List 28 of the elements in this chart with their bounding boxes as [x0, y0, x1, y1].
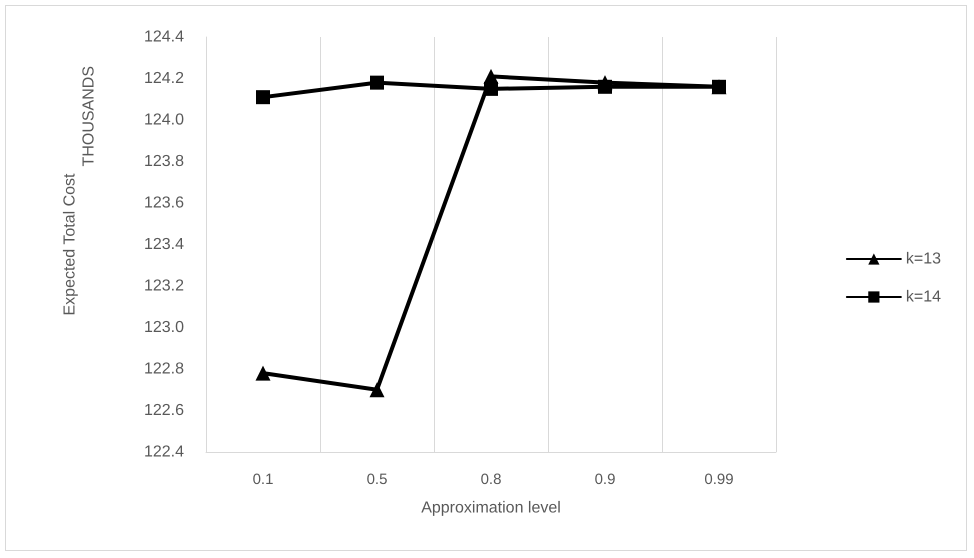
y-tick-label: 124.2	[144, 70, 184, 87]
y-axis-title: Expected Total Cost	[62, 172, 78, 316]
y-tick-label: 123.2	[144, 278, 184, 294]
point	[370, 76, 384, 90]
y-tick-label: 124.4	[144, 28, 184, 46]
y-tick-label: 122.6	[144, 402, 184, 419]
legend-label: k=13	[906, 250, 942, 268]
point	[598, 80, 612, 94]
x-tick-label: 0.1	[252, 471, 274, 488]
x-tick-label: 0.99	[704, 471, 734, 488]
y-tick-label: 122.8	[144, 360, 184, 378]
y-tick-label: 123.0	[144, 319, 184, 336]
y-tick-label: 123.4	[144, 236, 184, 253]
point	[256, 90, 270, 104]
point	[712, 80, 726, 94]
x-tick-label: 0.8	[480, 471, 502, 488]
x-tick-label: 0.5	[366, 471, 388, 488]
x-tick-label: 0.9	[594, 471, 616, 488]
point	[256, 366, 270, 381]
y-tick-label: 124.0	[144, 112, 184, 128]
point	[484, 82, 498, 96]
point	[370, 382, 384, 398]
y-tick-label: 122.4	[144, 444, 184, 460]
text: THOUSANDS	[80, 66, 98, 166]
x-axis-title: Approximation level	[421, 500, 561, 516]
y-tick-label: 123.8	[144, 153, 184, 170]
legend-label: k=14	[906, 288, 942, 306]
y-tick-label: 123.6	[144, 194, 184, 212]
